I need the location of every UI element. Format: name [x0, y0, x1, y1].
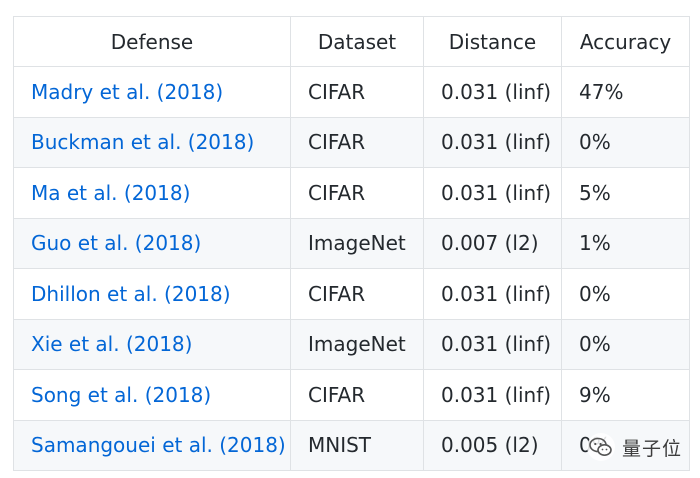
dataset-cell: CIFAR — [290, 116, 424, 168]
defense-cell: Dhillon et al. (2018) — [13, 268, 291, 320]
defense-link[interactable]: Guo et al. (2018) — [31, 231, 202, 256]
defense-link[interactable]: Madry et al. (2018) — [31, 79, 224, 104]
accuracy-cell: 0% — [561, 318, 690, 370]
table-row: Buckman et al. (2018) CIFAR 0.031 (linf)… — [13, 116, 690, 168]
table-row: Madry et al. (2018) CIFAR 0.031 (linf) 4… — [13, 66, 690, 118]
dataset-cell: ImageNet — [290, 318, 424, 370]
defense-link[interactable]: Buckman et al. (2018) — [31, 130, 255, 155]
header-row: Defense Dataset Distance Accuracy — [13, 16, 690, 67]
table-row: Guo et al. (2018) ImageNet 0.007 (l2) 1% — [13, 217, 690, 269]
defense-results-table: Defense Dataset Distance Accuracy Madry … — [13, 16, 690, 471]
defense-cell: Buckman et al. (2018) — [13, 116, 291, 168]
defense-cell: Xie et al. (2018) — [13, 318, 291, 370]
results-table-container: Defense Dataset Distance Accuracy Madry … — [13, 16, 690, 471]
header-distance: Distance — [423, 16, 562, 67]
dataset-cell: ImageNet — [290, 217, 424, 269]
distance-cell: 0.031 (linf) — [423, 66, 562, 118]
defense-cell: Song et al. (2018) — [13, 369, 291, 421]
defense-cell: Samangouei et al. (2018) — [13, 419, 291, 471]
distance-cell: 0.031 (linf) — [423, 167, 562, 219]
table-row: Dhillon et al. (2018) CIFAR 0.031 (linf)… — [13, 268, 690, 320]
table-row: Samangouei et al. (2018) MNIST 0.005 (l2… — [13, 419, 690, 471]
table-header: Defense Dataset Distance Accuracy — [13, 16, 690, 67]
accuracy-cell: 5% — [561, 167, 690, 219]
header-defense: Defense — [13, 16, 291, 67]
defense-cell: Ma et al. (2018) — [13, 167, 291, 219]
dataset-cell: CIFAR — [290, 268, 424, 320]
dataset-cell: MNIST — [290, 419, 424, 471]
dataset-cell: CIFAR — [290, 66, 424, 118]
defense-link[interactable]: Dhillon et al. (2018) — [31, 281, 231, 306]
defense-link[interactable]: Ma et al. (2018) — [31, 180, 191, 205]
defense-link[interactable]: Xie et al. (2018) — [31, 332, 193, 357]
defense-link[interactable]: Samangouei et al. (2018) — [31, 433, 286, 458]
accuracy-cell: 47% — [561, 66, 690, 118]
distance-cell: 0.005 (l2) — [423, 419, 562, 471]
table-body: Madry et al. (2018) CIFAR 0.031 (linf) 4… — [13, 66, 690, 471]
defense-cell: Guo et al. (2018) — [13, 217, 291, 269]
defense-link[interactable]: Song et al. (2018) — [31, 382, 212, 407]
distance-cell: 0.031 (linf) — [423, 369, 562, 421]
dataset-cell: CIFAR — [290, 369, 424, 421]
dataset-cell: CIFAR — [290, 167, 424, 219]
accuracy-cell: 0% — [561, 268, 690, 320]
distance-cell: 0.031 (linf) — [423, 116, 562, 168]
header-accuracy: Accuracy — [561, 16, 690, 67]
distance-cell: 0.007 (l2) — [423, 217, 562, 269]
table-row: Song et al. (2018) CIFAR 0.031 (linf) 9% — [13, 369, 690, 421]
accuracy-cell: 0% — [561, 419, 690, 471]
defense-cell: Madry et al. (2018) — [13, 66, 291, 118]
accuracy-cell: 9% — [561, 369, 690, 421]
table-row: Ma et al. (2018) CIFAR 0.031 (linf) 5% — [13, 167, 690, 219]
distance-cell: 0.031 (linf) — [423, 268, 562, 320]
distance-cell: 0.031 (linf) — [423, 318, 562, 370]
header-dataset: Dataset — [290, 16, 424, 67]
accuracy-cell: 1% — [561, 217, 690, 269]
table-row: Xie et al. (2018) ImageNet 0.031 (linf) … — [13, 318, 690, 370]
accuracy-cell: 0% — [561, 116, 690, 168]
